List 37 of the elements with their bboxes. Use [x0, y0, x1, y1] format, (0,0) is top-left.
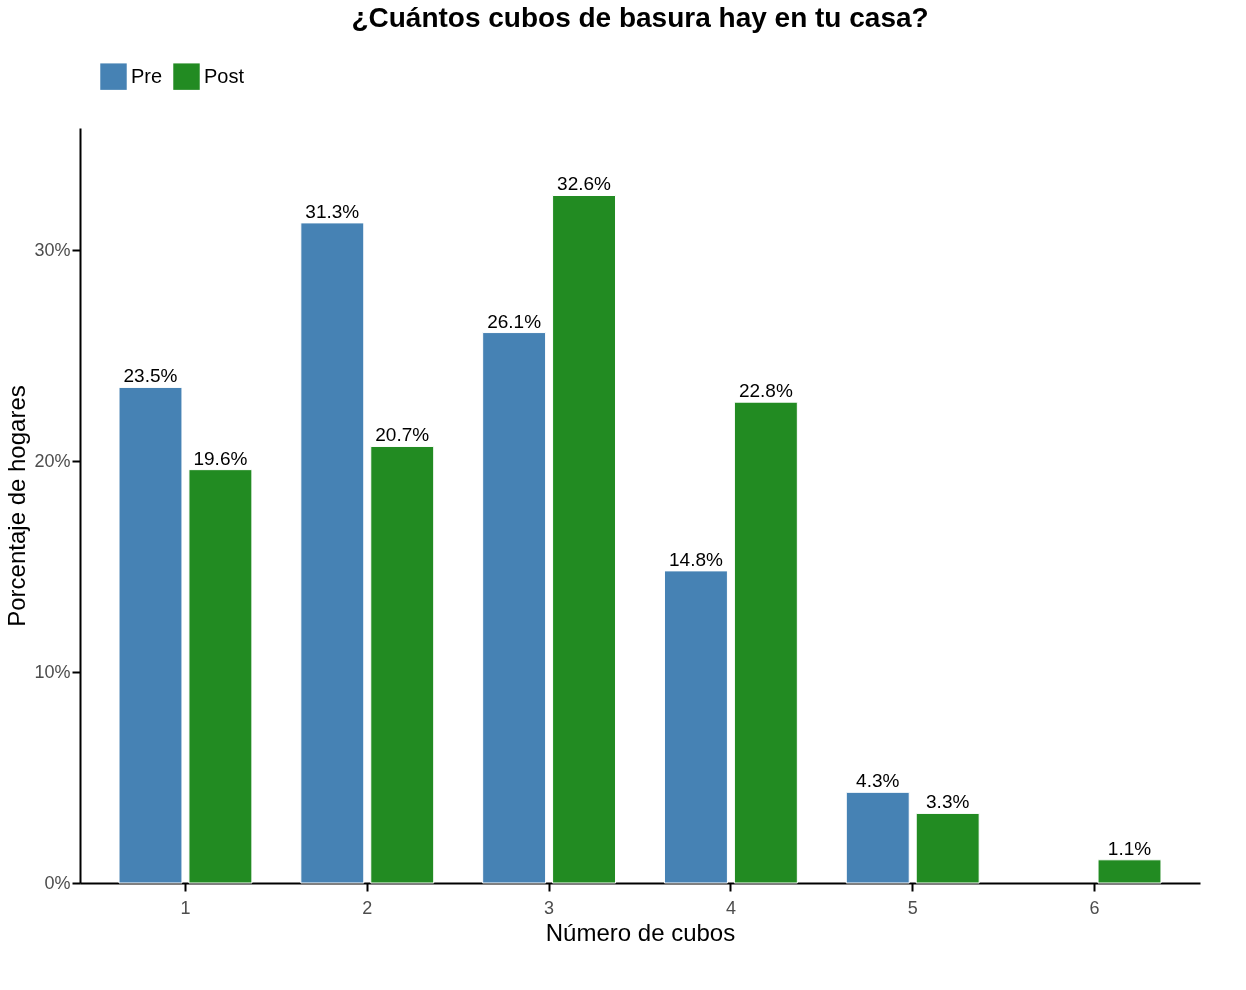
bar: [370, 445, 435, 884]
x-axis-title: Número de cubos: [545, 918, 736, 946]
bar: [663, 570, 728, 884]
bar: [845, 791, 910, 884]
chart-title: ¿Cuántos cubos de basura hay en tu casa?: [351, 2, 929, 33]
data-label: 31.3%: [305, 200, 360, 222]
y-tick-label: 30%: [34, 239, 71, 260]
data-label: 22.8%: [738, 380, 793, 402]
data-label: 26.1%: [487, 310, 542, 332]
y-tick-label: 20%: [34, 450, 71, 471]
x-tick-label: 4: [725, 897, 736, 918]
bar: [733, 401, 798, 884]
x-tick-label: 1: [180, 897, 191, 918]
legend-label: Post: [204, 64, 245, 87]
y-axis-title: Porcentaje de hogares: [3, 385, 31, 627]
y-tick-label: 10%: [34, 661, 71, 682]
bar: [482, 332, 547, 884]
data-label: 19.6%: [193, 447, 248, 469]
x-tick-label: 2: [362, 897, 373, 918]
data-label: 23.5%: [123, 365, 178, 387]
bar: [1097, 859, 1162, 884]
x-tick-label: 3: [544, 897, 555, 918]
data-label: 3.3%: [926, 791, 970, 813]
data-label: 14.8%: [669, 548, 723, 570]
data-label: 32.6%: [557, 173, 612, 195]
bar: [552, 194, 617, 884]
data-label: 4.3%: [856, 770, 900, 792]
y-tick-label: 0%: [44, 872, 71, 893]
bar: [118, 386, 183, 884]
bar: [300, 222, 365, 884]
bar: [188, 469, 253, 884]
x-tick-label: 5: [907, 897, 918, 918]
bar: [915, 812, 980, 884]
legend-label: Pre: [131, 64, 163, 87]
data-label: 1.1%: [1107, 837, 1152, 859]
x-tick-label: 6: [1089, 897, 1100, 918]
data-label: 20.7%: [375, 424, 430, 446]
